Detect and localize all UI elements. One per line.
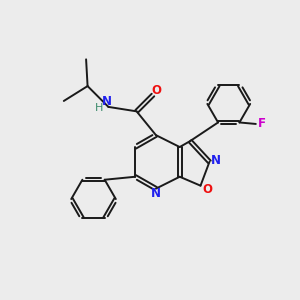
Text: O: O: [152, 84, 161, 97]
Text: N: N: [102, 95, 112, 108]
Text: F: F: [258, 117, 266, 130]
Text: H: H: [95, 103, 104, 113]
Text: N: N: [211, 154, 221, 167]
Text: N: N: [151, 188, 161, 200]
Text: O: O: [202, 183, 212, 196]
